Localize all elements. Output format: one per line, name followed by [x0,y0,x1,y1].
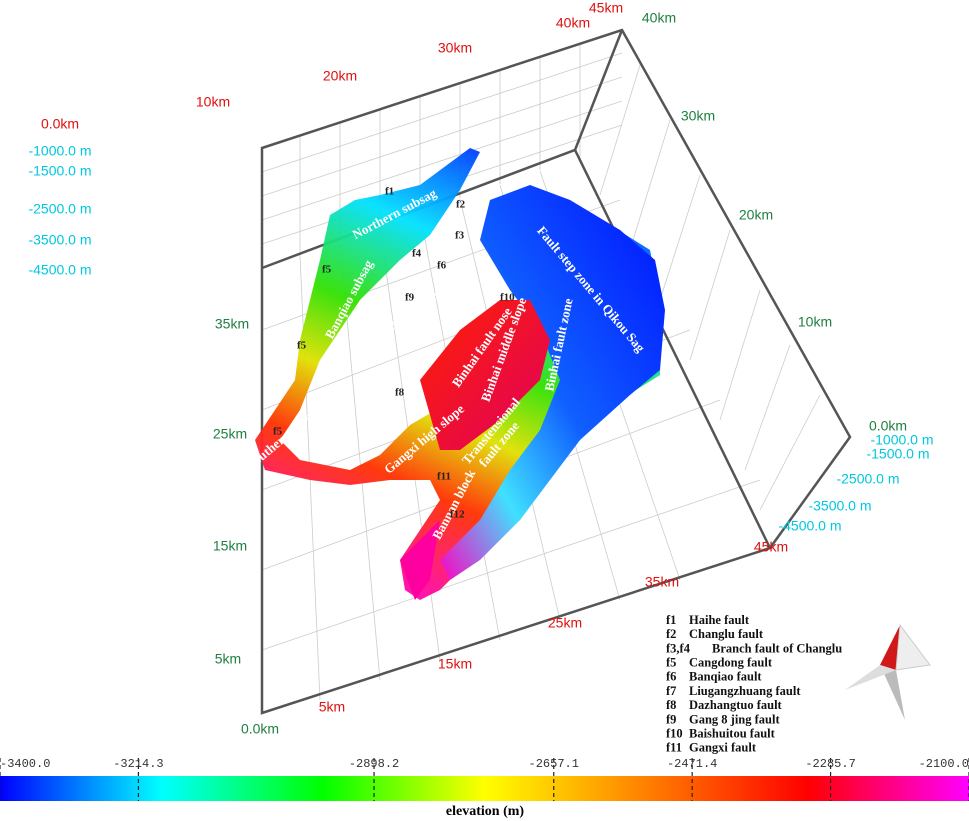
legend-name: Dazhangtuo fault [689,698,783,712]
axis-label: -3500.0 m [808,498,871,514]
axis-label: 15km [438,656,472,672]
legend-code: f1 [666,613,676,627]
legend-name: Banqiao fault [689,670,762,684]
fault-label: f5 [273,426,283,438]
legend-name: Branch fault of Changlu [712,641,842,655]
axis-label: 20km [323,68,357,84]
axis-label: -4500.0 m [28,262,91,278]
fault-label: f10 [500,292,515,304]
legend-code: f5 [666,655,676,669]
fault-label: f6 [437,260,447,272]
axis-label: 5km [319,699,345,715]
legend-code: f10 [666,726,683,740]
axis-label: -1000.0 m [870,432,933,448]
legend-code: f9 [666,712,676,726]
colorbar: -3400.0 -3214.3 -2898.2 -2657.1 -2471.4 -2285… [0,757,969,819]
colorbar-tick-label: -2657.1 [529,757,579,771]
surface [255,148,665,600]
fault-label: f9 [405,292,415,304]
colorbar-tick-label: -2100.0 [919,757,969,771]
axis-label: 20km [739,207,773,223]
legend-code: f6 [666,670,676,684]
axis-label: -4500.0 m [778,518,841,534]
axis-label: 45km [754,539,788,555]
legend-code: f8 [666,698,676,712]
axis-label: 25km [548,615,582,631]
legend-name: Cangdong fault [689,655,773,669]
compass-point [895,623,931,671]
axis-label: -2500.0 m [28,201,91,217]
legend-code: f2 [666,627,676,641]
legend-code: f3,f4 [666,641,691,655]
colorbar-tick-label: -2471.4 [667,757,717,771]
fault-label: f1 [385,186,394,198]
compass [845,623,931,720]
fault-label: f2 [456,199,466,211]
box [260,28,852,715]
axis-label: 40km [642,10,676,26]
axis-label: 10km [196,94,230,110]
axis-label: -1000.0 m [28,143,91,159]
axis-label: 30km [438,40,472,56]
legend-name: Gang 8 jing fault [689,712,780,726]
axis-label: 25km [213,426,247,442]
axis-label: 15km [213,538,247,554]
region-label: Banqiao low slope [384,264,475,334]
colorbar-ramp [0,776,969,801]
fault-label: f12 [450,509,465,521]
fault-label: f8 [395,387,405,399]
legend-code: f7 [666,684,676,698]
fault-label: f4 [412,248,422,260]
axis-label: 35km [645,574,679,590]
colorbar-tick-label: -2285.7 [805,757,855,771]
axis-label: -3500.0 m [28,232,91,248]
fault-label: f5 [322,264,332,276]
fault-label: f5 [297,340,307,352]
legend-code: f11 [666,741,682,755]
compass-point [880,665,905,720]
axis-label: 40km [556,15,590,31]
legend-name: Liugangzhuang fault [689,684,801,698]
legend-name: Baishuitou fault [689,726,776,740]
fault-label: f11 [437,471,451,483]
colorbar-tick-label: -3214.3 [113,757,163,771]
fault-label: f3 [455,230,465,242]
axis-label: 35km [215,316,249,332]
colorbar-tick-label: -2898.2 [349,757,399,771]
axis-label: 0.0km [869,418,907,434]
axis-label: 0.0km [41,116,79,132]
legend-name: Changlu fault [689,627,764,641]
axis-label: 45km [589,0,623,16]
compass-point [880,625,900,670]
legend-name: Gangxi fault [689,741,757,755]
colorbar-title: elevation (m) [446,804,524,819]
axis-label: -1500.0 m [866,446,929,462]
compass-point [845,665,896,690]
colorbar-tick-label: -3400.0 [0,757,50,771]
legend-name: Haihe fault [689,613,750,627]
axis-label: 10km [798,314,832,330]
axis-label: 30km [681,108,715,124]
axis-label: -2500.0 m [836,471,899,487]
axis-label: 5km [215,651,241,667]
axis-label: 0.0km [241,721,279,737]
axis-label: -1500.0 m [28,163,91,179]
